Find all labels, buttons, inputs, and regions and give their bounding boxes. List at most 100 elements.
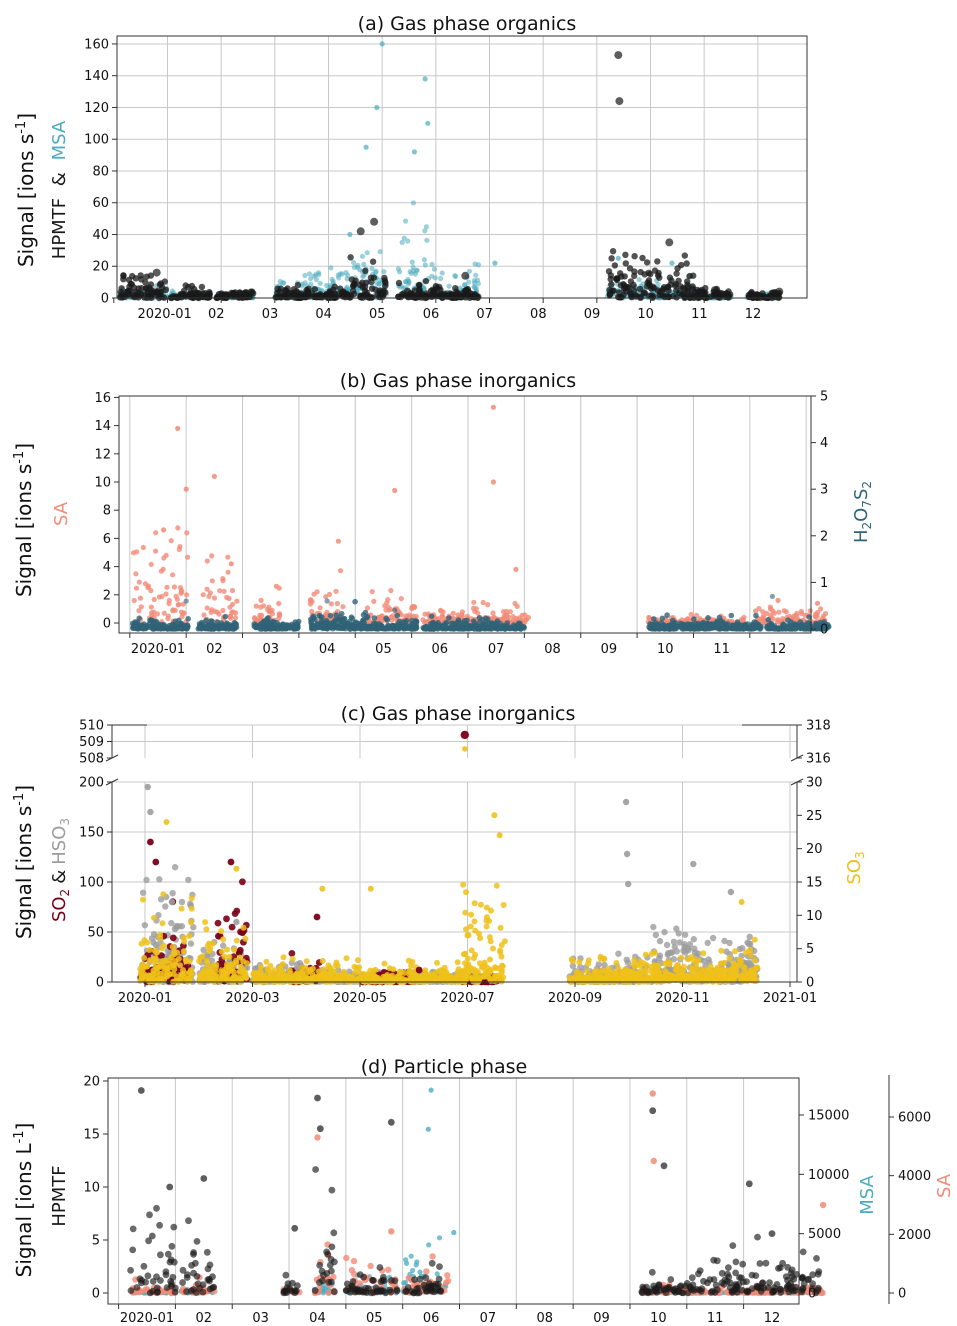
hpmtf-point [242, 289, 250, 296]
y-tick-label: 100 [84, 133, 109, 148]
so2-point [239, 878, 246, 886]
hpmtf-point [673, 287, 680, 294]
panel-b-ylabel-h2o7s2: H2O7S2 [851, 481, 874, 543]
panel-a: (a) Gas phase organics 02040608010012014… [14, 13, 808, 322]
panel-b-points [129, 404, 832, 632]
sa-point [273, 583, 279, 589]
msa-point [351, 259, 357, 266]
sa-point [513, 566, 519, 573]
sa-point [201, 612, 207, 618]
panel-a-ylabel-hpmtf: HPMTF [49, 198, 70, 259]
h2o7s2-point [333, 623, 339, 629]
hpmtf-point [313, 294, 320, 301]
so2-point [214, 919, 222, 927]
h2o7s2-point [363, 614, 370, 621]
sa-point [798, 608, 804, 615]
h2o7s2-point [132, 619, 138, 625]
sa-point [206, 593, 212, 600]
sa-point [183, 486, 189, 492]
so2-point [228, 923, 236, 931]
hpmtf-point [347, 294, 354, 301]
sa-point [450, 610, 456, 616]
sa-point [168, 538, 174, 544]
msa-point [410, 264, 416, 270]
x-tick-label: 06 [432, 642, 449, 657]
h2o7s2-point [435, 620, 441, 626]
sa-point [217, 588, 223, 594]
sa-point [438, 607, 444, 613]
hpmtf-point [223, 291, 231, 298]
hso3-point [652, 931, 660, 939]
y2-tick-label: 4 [820, 436, 828, 451]
sa-point [165, 613, 171, 619]
sa-point [204, 605, 210, 611]
panel-a-ylabel-msa: MSA [49, 120, 70, 160]
hpmtf-point [409, 292, 416, 299]
hso3-point [691, 945, 698, 952]
panel-c-title: (c) Gas phase inorganics [341, 703, 576, 725]
sa-point [371, 598, 377, 605]
hpmtf-point [148, 290, 155, 297]
hpmtf-point [282, 287, 290, 295]
hpmtf-point [206, 293, 213, 300]
hpmtf-point [128, 281, 135, 288]
msa-point [492, 260, 498, 266]
panel-b-title: (b) Gas phase inorganics [340, 370, 576, 392]
y-tick-label: 14 [94, 419, 111, 434]
hpmtf-point [395, 293, 402, 300]
sa-point [175, 425, 181, 431]
hso3-point [721, 937, 728, 945]
h2o7s2-point [707, 621, 713, 628]
sa-point [818, 606, 824, 612]
sa-point [220, 578, 226, 584]
sa-point [490, 404, 496, 410]
so2-point [169, 934, 177, 942]
h2o7s2-point [494, 618, 501, 624]
hpmtf-point [648, 285, 655, 292]
sa-point [149, 612, 155, 618]
sa-point [378, 613, 384, 620]
sa-point [230, 601, 236, 607]
h2o7s2-point [231, 619, 238, 626]
hso3-point [681, 931, 689, 938]
sa-point [522, 612, 528, 618]
hpmtf-point [775, 287, 784, 296]
h2o7s2-point [153, 618, 159, 625]
hpmtf-point [157, 280, 164, 287]
msa-point [472, 280, 478, 286]
hso3-point [704, 939, 711, 947]
h2o7s2-point [751, 619, 758, 625]
msa-point [357, 267, 363, 273]
h2o7s2-point [728, 624, 734, 630]
msa-point [669, 260, 675, 266]
h2o7s2-point [413, 625, 420, 631]
hso3-point [650, 923, 657, 931]
sa-point [775, 618, 782, 624]
sa-point [148, 587, 154, 594]
sa-point [385, 604, 392, 611]
y-tick-label: 0 [103, 617, 111, 632]
sa-point [258, 597, 264, 604]
hpmtf-point [622, 260, 629, 267]
msa-point [359, 253, 366, 259]
msa-point [411, 149, 417, 155]
sa-point [814, 600, 821, 606]
sa-point [398, 596, 404, 602]
hpmtf-point [675, 277, 682, 284]
sa-point [333, 588, 339, 595]
hpmtf-point [665, 238, 674, 247]
sa-point [226, 595, 232, 602]
msa-point [308, 276, 314, 282]
msa-point [636, 277, 642, 283]
hso3-point [623, 956, 630, 963]
hpmtf-point [470, 291, 478, 299]
sa-point [337, 568, 344, 574]
h2o7s2-point [282, 625, 288, 632]
x-tick-label: 06 [423, 307, 440, 322]
hso3-point [148, 935, 156, 942]
hpmtf-point [631, 272, 638, 280]
panel-c-points [137, 730, 761, 986]
hpmtf-point [250, 290, 257, 297]
h2o7s2-point [321, 620, 328, 626]
